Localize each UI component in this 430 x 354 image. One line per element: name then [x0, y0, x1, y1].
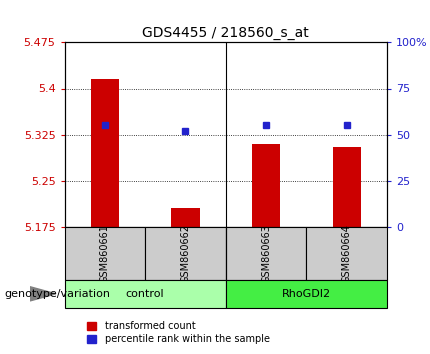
Bar — [64, 280, 226, 308]
Bar — [64, 227, 145, 280]
Bar — [171, 208, 200, 227]
Text: GSM860662: GSM860662 — [181, 224, 190, 282]
Bar — [306, 227, 387, 280]
Bar — [226, 227, 306, 280]
Bar — [145, 227, 226, 280]
Text: RhoGDI2: RhoGDI2 — [282, 289, 331, 299]
Bar — [91, 79, 119, 227]
Bar — [226, 280, 387, 308]
Text: GSM860663: GSM860663 — [261, 224, 271, 282]
Text: genotype/variation: genotype/variation — [4, 289, 111, 299]
Bar — [252, 144, 280, 227]
Text: GSM860661: GSM860661 — [100, 224, 110, 282]
Text: control: control — [126, 289, 164, 299]
Bar — [332, 147, 361, 227]
Polygon shape — [30, 287, 56, 301]
Text: GSM860664: GSM860664 — [342, 224, 352, 282]
Title: GDS4455 / 218560_s_at: GDS4455 / 218560_s_at — [142, 26, 309, 40]
Legend: transformed count, percentile rank within the sample: transformed count, percentile rank withi… — [86, 319, 272, 346]
